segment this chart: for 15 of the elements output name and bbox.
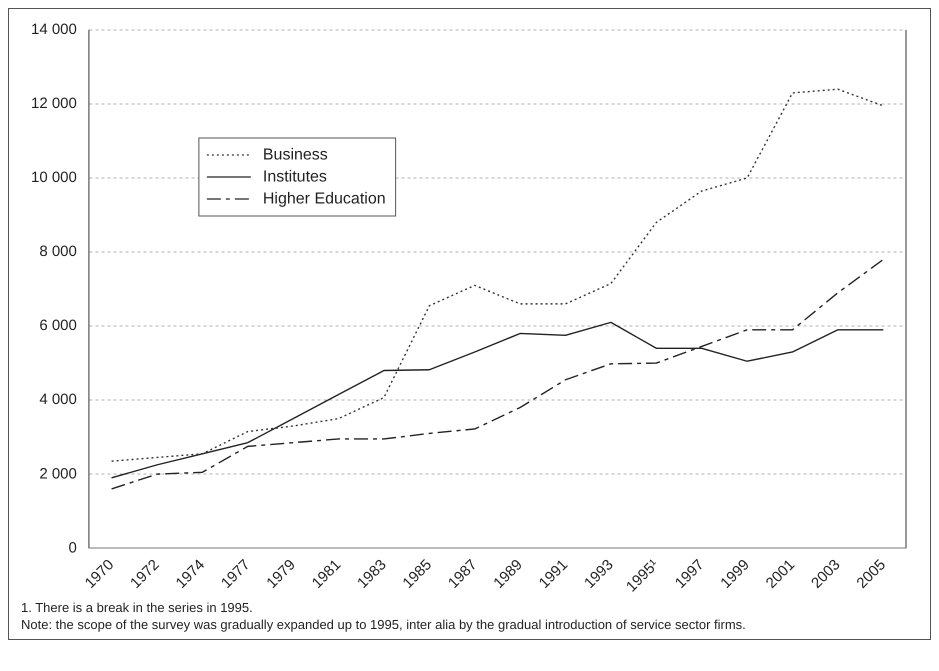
y-tick-label: 12 000 xyxy=(30,95,77,112)
text: Note: the scope of the survey was gradually expanded up to 1995, inter alia by the gradual introduction of service sector firms. xyxy=(21,616,747,633)
y-tick-label: 14 000 xyxy=(30,21,77,38)
y-tick-label: 10 000 xyxy=(30,169,77,186)
legend-label: Higher Education xyxy=(262,190,386,208)
y-tick-label: 4 000 xyxy=(39,391,77,408)
text: 1. There is a break in the series in 1995. xyxy=(21,599,254,616)
y-tick-label: 6 000 xyxy=(39,317,77,334)
y-tick-label: 0 xyxy=(68,539,77,556)
legend-label: Institutes xyxy=(262,168,327,186)
legend-label: Business xyxy=(262,146,328,164)
line-series xyxy=(110,258,884,490)
line-series xyxy=(110,88,884,462)
y-tick-label: 2 000 xyxy=(39,465,77,482)
y-tick-label: 8 000 xyxy=(39,243,77,260)
